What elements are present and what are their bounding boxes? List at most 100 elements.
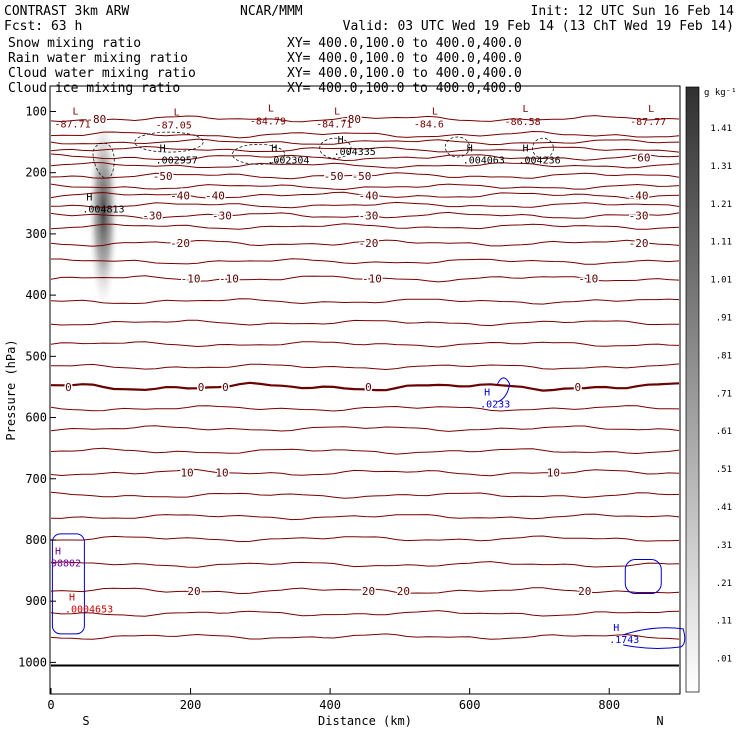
contour-label: 0 <box>222 381 229 394</box>
low-marker: L <box>72 106 78 117</box>
init-time: Init: 12 UTC Sun 16 Feb 14 <box>531 4 735 19</box>
colorbar-label: .91 <box>716 314 732 324</box>
contour-label: -50 <box>352 170 372 183</box>
cloud-ice-contour <box>232 143 286 165</box>
high-marker: H <box>271 144 277 155</box>
contour-label: -50 <box>153 170 173 183</box>
high-value: .002957 <box>156 156 198 167</box>
colorbar-label: .71 <box>716 389 732 399</box>
colorbar-labels: 1.41 1.31 1.21 1.11 1.01 .91 .81 .71 .61 .51 .41 .3… <box>710 124 732 665</box>
high-marker: H <box>160 144 166 155</box>
x-tick-label: 200 <box>180 698 202 712</box>
contour-label: -80 <box>86 113 106 126</box>
legend-cloud-ice-label: Cloud ice mixing ratio <box>8 81 180 96</box>
contour-label: 10 <box>180 467 193 480</box>
high-value: .0233 <box>480 399 510 410</box>
high-marker: H <box>613 623 619 634</box>
contour-label: 20 <box>362 585 375 598</box>
x-tick-label: 0 <box>47 698 54 712</box>
low-value: -87.05 <box>156 121 192 132</box>
y-tick-label: 500 <box>25 349 47 363</box>
high-value: .004813 <box>82 205 124 216</box>
high-value: 98802 <box>51 558 81 569</box>
colorbar-label: .21 <box>716 579 732 589</box>
high-value: .004335 <box>334 147 376 158</box>
contour-label: 20 <box>187 585 200 598</box>
low-value: -84.71 <box>316 119 352 130</box>
temperature-contours: -80 -80 -60 -50 -50 -50 -40 -40 -40 -40 -30 -30 -30 -… <box>50 111 680 667</box>
temperature-contour-line <box>50 161 680 169</box>
legend-snow-label: Snow mixing ratio <box>8 36 141 51</box>
center-title: NCAR/MMM <box>240 4 303 19</box>
temperature-contour-line <box>50 172 680 180</box>
high-value: .0004653 <box>65 604 113 615</box>
south-endpoint-label: S <box>82 714 89 728</box>
temperature-contour-line <box>50 239 680 247</box>
contour-label: 20 <box>578 585 591 598</box>
low-value: -87.77 <box>630 117 666 128</box>
contour-label: -30 <box>212 210 232 223</box>
colorbar-label: .81 <box>716 351 732 361</box>
temperature-contour-line <box>50 223 680 230</box>
low-marker: L <box>268 103 274 114</box>
temperature-contour-line <box>50 115 680 123</box>
contour-label: -10 <box>219 273 239 286</box>
temperature-contour-line <box>50 535 680 543</box>
high-value: .002304 <box>267 156 309 167</box>
contour-label: -10 <box>181 273 201 286</box>
low-value: -86.58 <box>505 117 541 128</box>
contour-label: 10 <box>547 467 560 480</box>
temperature-contour-line <box>50 275 680 283</box>
cloud-ice-contour <box>92 142 115 179</box>
colorbar-unit: g kg⁻¹ <box>704 88 737 98</box>
temperature-contour-line <box>50 405 680 412</box>
contour-label: -40 <box>170 189 190 202</box>
low-marker: L <box>523 104 529 115</box>
temperature-contour-line <box>50 491 680 499</box>
temperature-contour-line <box>50 341 680 348</box>
cloud-water-contour <box>624 559 662 595</box>
low-marker: L <box>648 104 654 115</box>
colorbar-label: 1.01 <box>710 276 732 286</box>
y-axis-title: Pressure (hPa) <box>4 339 18 440</box>
forecast-hour: Fcst: 63 h <box>4 19 82 34</box>
temperature-contour-line <box>50 201 680 209</box>
y-tick-label: 400 <box>25 288 47 302</box>
temperature-contour-line <box>50 425 680 432</box>
legend-cloud-water-label: Cloud water mixing ratio <box>8 66 196 81</box>
colorbar-label: .31 <box>716 541 732 551</box>
low-marker: L <box>174 108 180 119</box>
colorbar-label: .01 <box>716 655 732 665</box>
y-tick-label: 900 <box>25 594 47 608</box>
contour-label: -40 <box>629 189 649 202</box>
contour-label: -10 <box>362 273 382 286</box>
low-value: -84.6 <box>414 119 444 130</box>
y-tick-label: 200 <box>25 166 47 180</box>
high-marker: H <box>86 193 92 204</box>
colorbar-label: .11 <box>716 617 732 627</box>
cloud-water-contour <box>51 533 85 635</box>
contour-label: -30 <box>629 210 649 223</box>
legend-rain-label: Rain water mixing ratio <box>8 51 188 66</box>
temperature-contour-line <box>50 153 680 162</box>
model-title: CONTRAST 3km ARW <box>4 4 129 19</box>
colorbar-label: .41 <box>716 503 732 513</box>
x-tick-label: 800 <box>598 698 620 712</box>
colorbar-label: .61 <box>716 427 732 437</box>
cloud-water-contour <box>497 377 511 403</box>
contour-label: -10 <box>578 273 598 286</box>
temperature-contour-line <box>50 211 680 220</box>
legend-rain-xy: XY= 400.0,100.0 to 400.0,400.0 <box>287 51 522 66</box>
high-marker: H <box>69 592 75 603</box>
contour-label: 0 <box>65 381 72 394</box>
high-marker: H <box>338 135 344 146</box>
legend: Snow mixing ratio XY= 400.0,100.0 to 400… <box>8 36 522 96</box>
temperature-contour-line <box>50 469 680 477</box>
low-value: -84.79 <box>250 116 286 127</box>
x-axis-title: Distance (km) <box>318 714 412 728</box>
low-marker: L <box>432 106 438 117</box>
temperature-contour-line <box>50 319 680 327</box>
high-value: .004063 <box>463 156 505 167</box>
contour-label: -20 <box>629 237 649 250</box>
